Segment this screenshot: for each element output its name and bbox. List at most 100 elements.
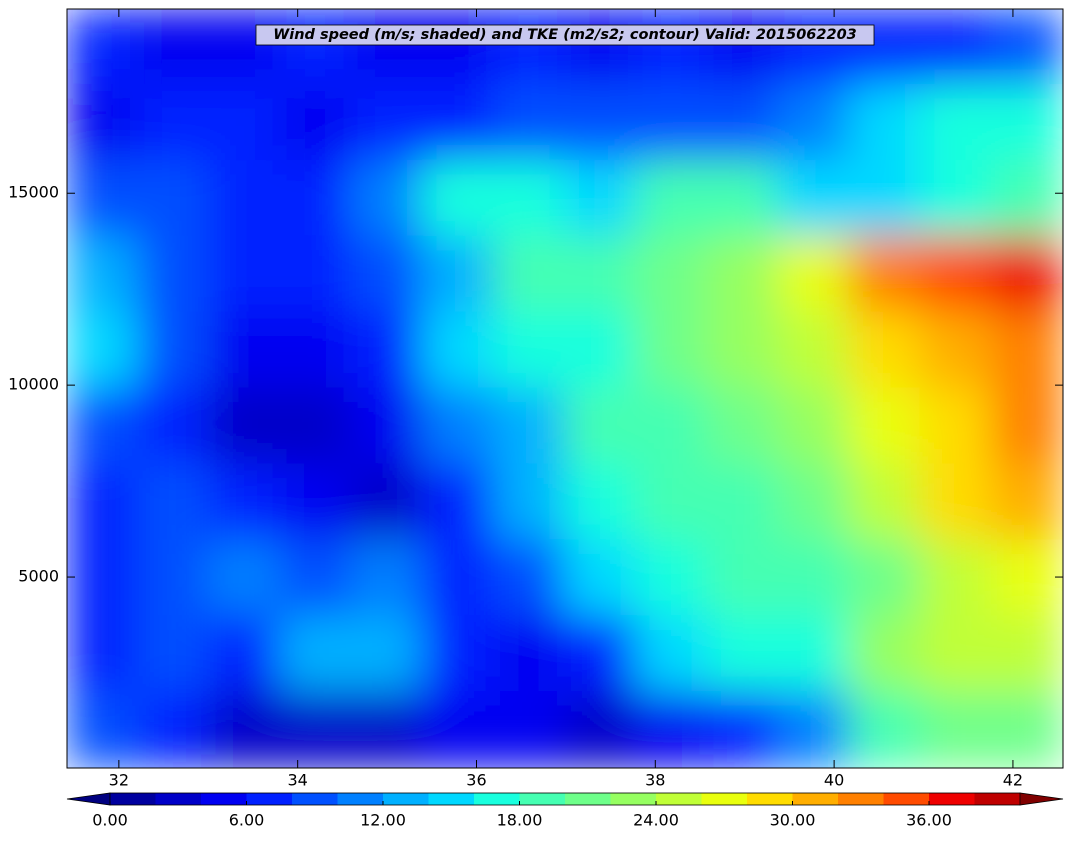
field-cell: [564, 615, 638, 694]
field-cell: [67, 159, 140, 238]
field-cell: [492, 387, 566, 466]
field-cell: [706, 83, 780, 162]
field-cell: [990, 691, 1063, 768]
field-cell: [777, 159, 851, 238]
field-cell: [279, 159, 353, 238]
colorbar-bin: [610, 793, 657, 805]
field-cell: [777, 387, 851, 466]
field-cell: [919, 235, 993, 314]
field-cell: [706, 691, 780, 768]
field-cell: [421, 83, 495, 162]
field-cell: [777, 311, 851, 390]
field-cell: [492, 539, 566, 618]
field-cell: [350, 387, 424, 466]
field-cell: [706, 387, 780, 466]
field-cell: [67, 235, 140, 314]
colorbar-tick-label: 18.00: [497, 811, 543, 830]
field-cell: [208, 615, 282, 694]
field-cell: [208, 83, 282, 162]
field-cell: [350, 463, 424, 542]
field-cell: [350, 615, 424, 694]
field-cell: [421, 615, 495, 694]
colorbar-tick-label: 12.00: [360, 811, 406, 830]
field-cell: [635, 539, 709, 618]
field-cell: [635, 691, 709, 768]
colorbar-bin: [428, 793, 475, 805]
field-cell: [208, 9, 282, 86]
field-cell: [990, 83, 1063, 162]
field-cell: [137, 463, 211, 542]
field-cell: [919, 159, 993, 238]
field-cell: [635, 615, 709, 694]
y-tick-label: 15000: [8, 183, 59, 202]
colorbar-bin: [246, 793, 293, 805]
field-cell: [635, 83, 709, 162]
field-cell: [990, 463, 1063, 542]
x-tick-label: 38: [645, 771, 665, 790]
colorbar-bin: [838, 793, 884, 805]
field-cell: [990, 615, 1063, 694]
field-cell: [564, 83, 638, 162]
field-cell: [208, 159, 282, 238]
x-tick-label: 36: [466, 771, 486, 790]
colorbar-bin: [383, 793, 429, 805]
field-cell: [492, 311, 566, 390]
field-cell: [208, 235, 282, 314]
field-cell: [919, 83, 993, 162]
field-cell: [492, 9, 566, 86]
field-cell: [67, 9, 140, 86]
field-cell: [635, 311, 709, 390]
field-cell: [919, 387, 993, 466]
field-cell: [421, 691, 495, 768]
field-cell: [706, 463, 780, 542]
field-cell: [350, 691, 424, 768]
field-cell: [137, 235, 211, 314]
field-cell: [564, 539, 638, 618]
chart-title: Wind speed (m/s; shaded) and TKE (m2/s2;…: [273, 27, 857, 43]
field-cell: [919, 539, 993, 618]
field-cell: [848, 9, 922, 86]
field-cell: [848, 83, 922, 162]
field-cell: [137, 9, 211, 86]
field-cell: [564, 691, 638, 768]
field-cell: [777, 235, 851, 314]
field-cell: [919, 691, 993, 768]
field-cell: [67, 311, 140, 390]
field-cell: [492, 463, 566, 542]
field-cell: [635, 235, 709, 314]
plot-frame: [66, 8, 1064, 769]
x-tick-label: 40: [824, 771, 844, 790]
field-cell: [350, 539, 424, 618]
field-cell: [279, 691, 353, 768]
field-cell: [350, 235, 424, 314]
field-cell: [208, 387, 282, 466]
field-cell: [67, 83, 140, 162]
colorbar-bin: [974, 793, 1021, 805]
field-cell: [564, 311, 638, 390]
field-cell: [848, 159, 922, 238]
colorbar-over: [1019, 792, 1064, 806]
field-cell: [777, 615, 851, 694]
field-cell: [848, 615, 922, 694]
field-cell: [421, 463, 495, 542]
field-cell: [848, 311, 922, 390]
field-cell: [421, 387, 495, 466]
field-cell: [279, 311, 353, 390]
colorbar-bin: [201, 793, 247, 805]
field-cell: [919, 463, 993, 542]
field-cell: [421, 9, 495, 86]
y-tick-label: 5000: [18, 567, 59, 586]
field-cell: [706, 539, 780, 618]
field-cell: [421, 235, 495, 314]
field-cell: [421, 539, 495, 618]
x-tick-label: 34: [287, 771, 307, 790]
field-cell: [990, 387, 1063, 466]
field-cell: [279, 235, 353, 314]
colorbar-tick-label: 24.00: [633, 811, 679, 830]
colorbar-bin: [337, 793, 384, 805]
field-cell: [777, 83, 851, 162]
field-cell: [279, 463, 353, 542]
field-cell: [492, 691, 566, 768]
field-cell: [706, 159, 780, 238]
